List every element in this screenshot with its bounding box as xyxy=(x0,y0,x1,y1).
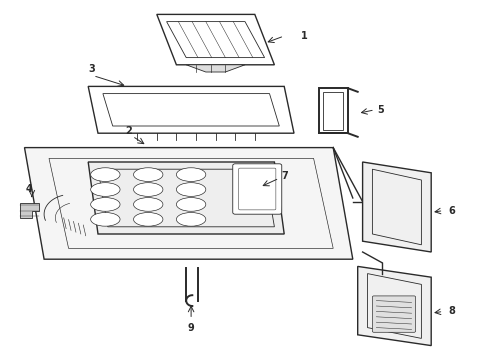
Ellipse shape xyxy=(133,183,163,196)
Text: 3: 3 xyxy=(88,64,95,74)
Ellipse shape xyxy=(91,212,120,226)
Polygon shape xyxy=(186,65,245,72)
Text: 1: 1 xyxy=(301,31,308,41)
FancyBboxPatch shape xyxy=(372,296,416,332)
FancyBboxPatch shape xyxy=(233,164,282,214)
Ellipse shape xyxy=(91,198,120,211)
Text: 8: 8 xyxy=(448,306,455,316)
Ellipse shape xyxy=(133,198,163,211)
Ellipse shape xyxy=(176,198,206,211)
Text: 9: 9 xyxy=(188,323,195,333)
Ellipse shape xyxy=(133,212,163,226)
Polygon shape xyxy=(24,148,353,259)
Ellipse shape xyxy=(91,183,120,196)
Ellipse shape xyxy=(133,168,163,181)
Polygon shape xyxy=(157,14,274,65)
Text: 2: 2 xyxy=(125,126,132,136)
Text: 5: 5 xyxy=(377,105,384,115)
Polygon shape xyxy=(358,266,431,346)
Polygon shape xyxy=(20,203,39,218)
Ellipse shape xyxy=(176,212,206,226)
Ellipse shape xyxy=(176,183,206,196)
Ellipse shape xyxy=(176,168,206,181)
Ellipse shape xyxy=(91,168,120,181)
Text: 4: 4 xyxy=(26,184,33,194)
Text: 6: 6 xyxy=(448,206,455,216)
Polygon shape xyxy=(363,162,431,252)
Polygon shape xyxy=(88,86,294,133)
Text: 7: 7 xyxy=(282,171,289,181)
Polygon shape xyxy=(88,162,284,234)
